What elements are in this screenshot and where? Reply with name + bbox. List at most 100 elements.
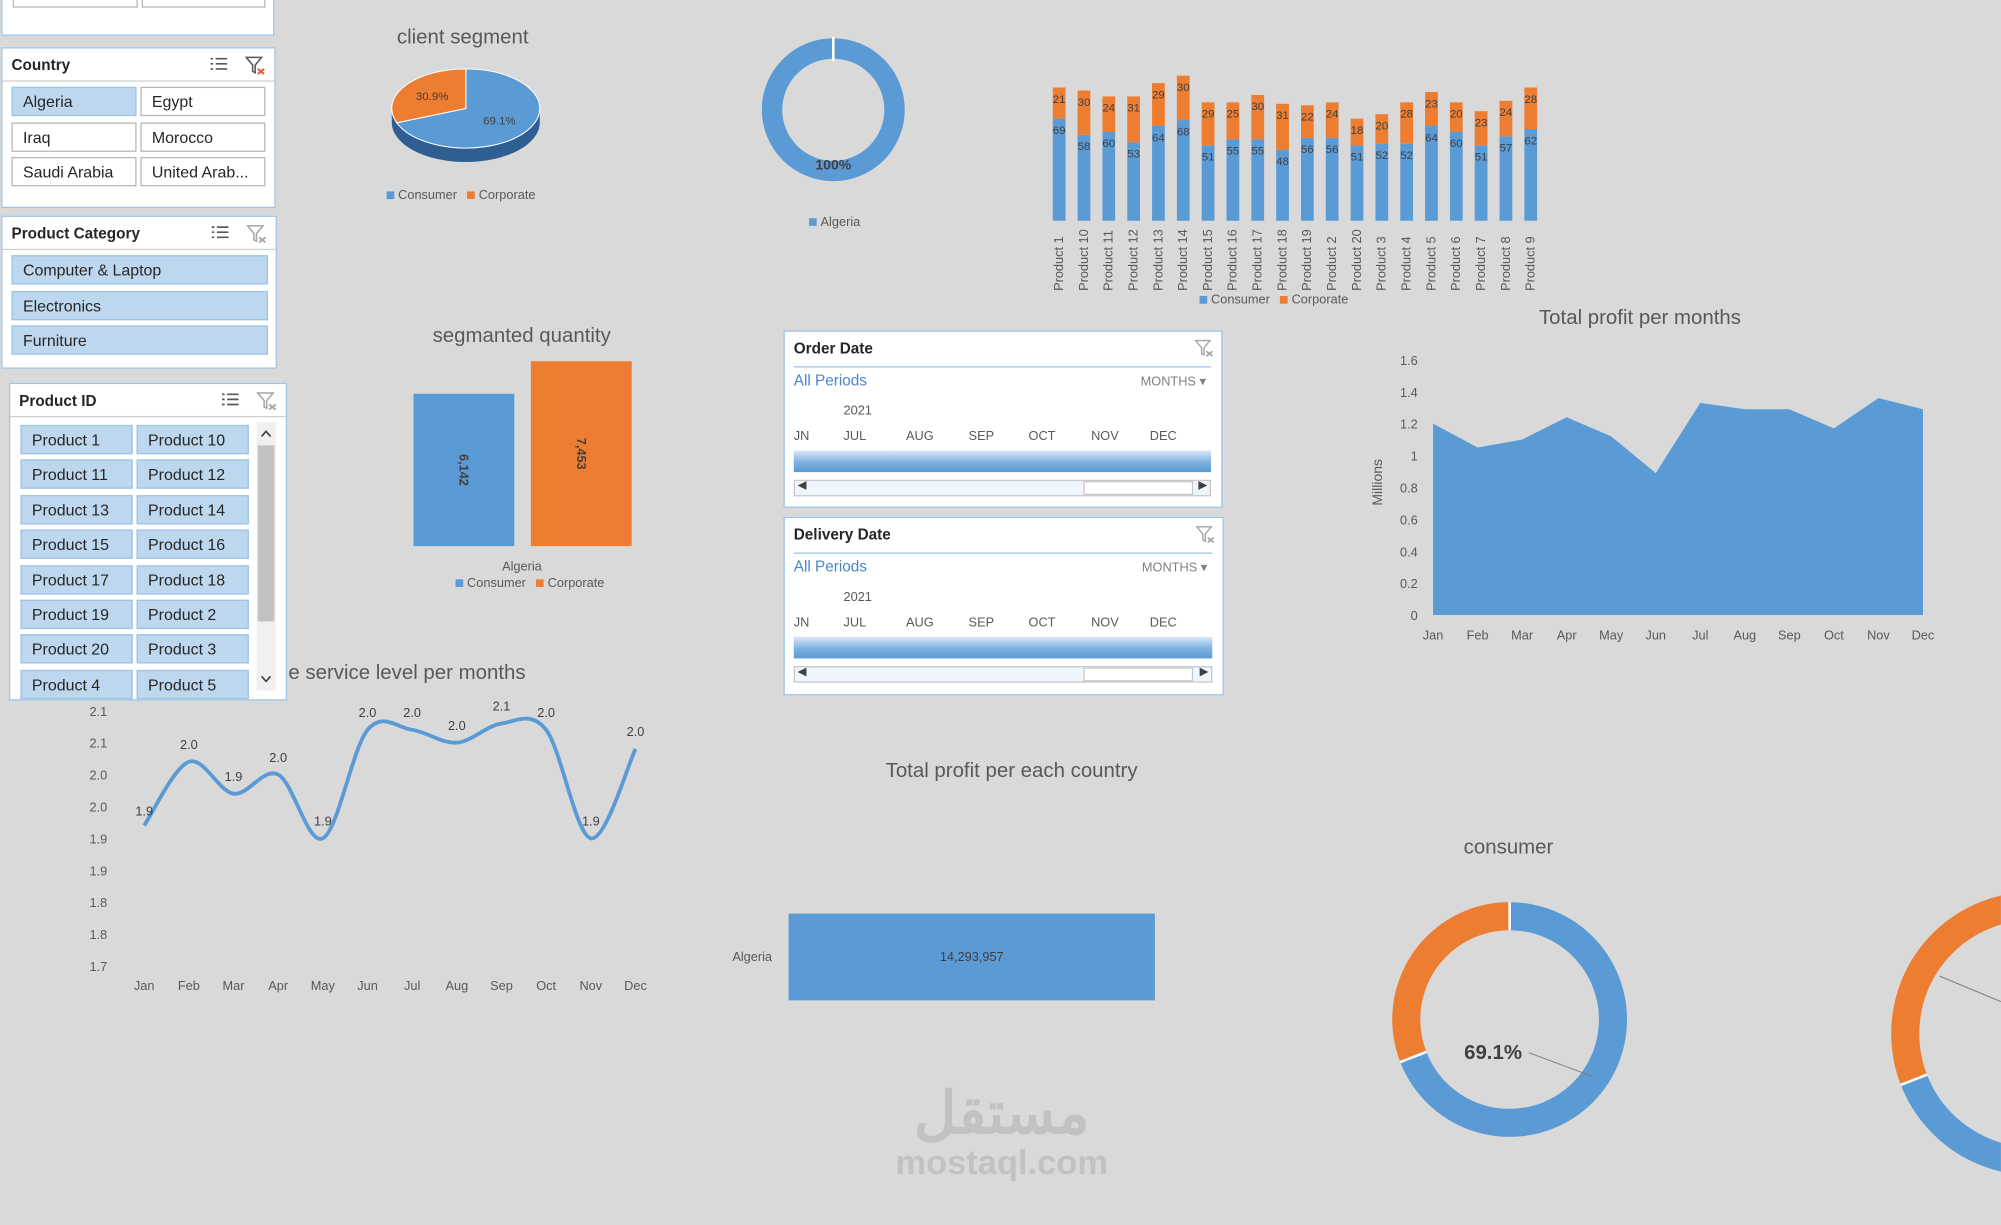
scroll-up-icon[interactable]: [256, 425, 275, 443]
country-option[interactable]: Morocco: [140, 121, 266, 152]
chart-title-consumer: consumer: [1463, 837, 1554, 859]
timeline-granularity[interactable]: MONTHS ▾: [1142, 561, 1207, 575]
category-option[interactable]: Computer & Laptop: [11, 255, 268, 285]
product-option[interactable]: Product 10: [136, 424, 249, 455]
product-option[interactable]: Product 19: [20, 599, 133, 630]
service-level-chart: 1.9 2.0 1.9 2.0 1.9 2.0 2.0 2.0 2.1 2.0 1.9 2.0 1.7 1…: [89, 699, 647, 993]
x-tick-label: May: [1599, 627, 1624, 642]
scroll-thumb[interactable]: [1083, 481, 1194, 496]
product-option[interactable]: Product 13: [20, 494, 133, 525]
timeline-granularity[interactable]: MONTHS ▾: [1141, 375, 1206, 389]
category-option[interactable]: Electronics: [11, 290, 268, 320]
timeline-month-label: SEP: [968, 616, 995, 631]
timeline-scrollbar[interactable]: ◀ ▶: [793, 664, 1213, 683]
product-option[interactable]: Product 15: [20, 529, 133, 560]
timeline-scrollbar[interactable]: ◀ ▶: [793, 478, 1212, 497]
line-series: [142, 716, 638, 841]
legend-swatch: [1199, 296, 1208, 304]
bar-data-label: 53: [1127, 149, 1140, 161]
bar-data-label: 20: [1450, 109, 1463, 121]
timeline-bar[interactable]: [793, 636, 1213, 659]
product-scrollbar[interactable]: [256, 422, 276, 691]
y-tick-label: 0: [1411, 608, 1418, 623]
granularity-label: MONTHS: [1140, 375, 1196, 390]
donut-separator: [1399, 1050, 1427, 1064]
x-tick-label: Nov: [579, 978, 602, 993]
product-option[interactable]: Product 11: [20, 459, 133, 490]
clear-filter-icon[interactable]: [1194, 338, 1213, 357]
timeline-month-label: AUG: [906, 430, 934, 445]
category-option[interactable]: Furniture: [11, 325, 268, 355]
clear-filter-icon[interactable]: [246, 223, 267, 243]
product-option[interactable]: Product 12: [136, 459, 249, 490]
category-slicer: Product Category Computer & Laptop Electr…: [1, 215, 277, 369]
donut-data-label: 100%: [815, 157, 851, 173]
bar-data-label: 7,453: [574, 438, 589, 470]
country-option[interactable]: United Arab...: [140, 156, 266, 187]
multi-select-icon[interactable]: [209, 54, 229, 74]
y-tick-label: 1.9: [89, 863, 107, 878]
product-option[interactable]: Product 14: [136, 494, 249, 525]
clipped-slicer-item[interactable]: [12, 0, 138, 8]
clear-filter-icon[interactable]: [1195, 524, 1215, 544]
multi-select-icon[interactable]: [211, 223, 231, 243]
product-option[interactable]: Product 5: [136, 669, 249, 699]
chevron-down-icon: ▾: [1199, 375, 1206, 390]
bar-data-label: 68: [1177, 126, 1190, 138]
scroll-right-icon[interactable]: ▶: [1199, 664, 1209, 678]
y-tick-label: 1: [1411, 449, 1418, 464]
scroll-right-icon[interactable]: ▶: [1198, 478, 1208, 492]
line-data-label: 2.0: [627, 724, 645, 739]
bar-data-label: 57: [1500, 143, 1513, 155]
x-tick-label: Product 9: [1523, 236, 1538, 291]
delivery-date-timeline: Delivery Date All Periods MONTHS ▾ 2021 …: [783, 516, 1224, 696]
country-option[interactable]: Algeria: [11, 86, 137, 117]
timeline-month-label: DEC: [1149, 616, 1177, 631]
scroll-thumb[interactable]: [257, 445, 275, 622]
y-tick-label: 0.4: [1400, 544, 1418, 559]
timeline-periods[interactable]: All Periods: [793, 557, 867, 576]
country-option[interactable]: Iraq: [11, 121, 137, 152]
product-option[interactable]: Product 20: [20, 634, 133, 665]
product-option[interactable]: Product 16: [136, 529, 249, 560]
product-option[interactable]: Product 17: [20, 564, 133, 595]
country-option[interactable]: Egypt: [140, 86, 266, 117]
timeline-month-label: NOV: [1091, 430, 1119, 445]
x-tick-label: Product 12: [1125, 229, 1140, 291]
order-date-timeline: Order Date All Periods MONTHS ▾ 2021 JN J…: [783, 330, 1223, 508]
product-option[interactable]: Product 18: [136, 564, 249, 595]
legend-item-corporate: Corporate: [467, 189, 535, 203]
legend-item-corporate: Corporate: [1280, 293, 1348, 308]
line-data-label: 2.1: [493, 699, 511, 713]
product-option[interactable]: Product 3: [136, 634, 249, 665]
timeline-bar[interactable]: [793, 450, 1212, 473]
multi-select-icon[interactable]: [221, 390, 241, 410]
product-option[interactable]: Product 2: [136, 599, 249, 630]
clear-filter-icon[interactable]: [245, 54, 265, 75]
product-option[interactable]: Product 4: [20, 669, 133, 699]
scroll-thumb[interactable]: [1083, 667, 1194, 682]
scroll-left-icon[interactable]: ◀: [797, 478, 807, 492]
clipped-donut-segment: [1891, 893, 2001, 1176]
bar-data-label: 23: [1425, 98, 1438, 110]
bar-data-label: 52: [1400, 150, 1413, 162]
clipped-slicer-item[interactable]: [141, 0, 266, 8]
scroll-left-icon[interactable]: ◀: [797, 664, 807, 678]
product-segment-chart: 69 21 Product 1 58 30 Product 10 60 24 Product 1…: [1051, 75, 1538, 291]
timeline-month-label: OCT: [1028, 616, 1056, 631]
x-tick-label: Sep: [1778, 627, 1801, 642]
y-tick-label: Algeria: [732, 949, 773, 964]
x-tick-label: Product 10: [1076, 229, 1091, 291]
x-tick-label: Product 18: [1274, 229, 1289, 291]
x-tick-label: Product 4: [1398, 236, 1413, 291]
country-option[interactable]: Saudi Arabia: [11, 156, 137, 187]
x-tick-label: Product 7: [1473, 236, 1488, 291]
product-option[interactable]: Product 1: [20, 424, 133, 455]
bar-data-label: 23: [1475, 118, 1488, 130]
clear-filter-icon[interactable]: [256, 390, 277, 410]
scroll-down-icon[interactable]: [256, 670, 275, 688]
timeline-periods[interactable]: All Periods: [793, 371, 867, 390]
bar-data-label: 29: [1202, 109, 1215, 121]
x-tick-label: Dec: [1912, 627, 1935, 642]
legend-item-algeria: Algeria: [809, 216, 860, 230]
